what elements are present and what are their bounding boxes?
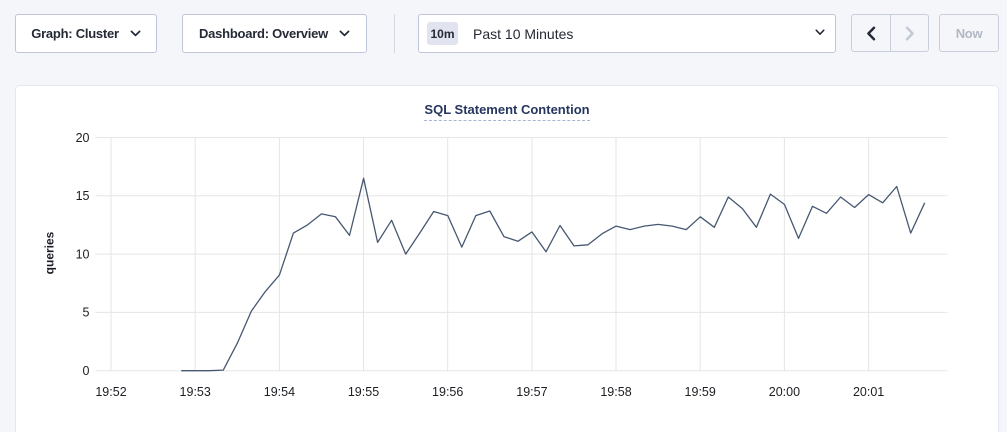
svg-text:19:58: 19:58	[600, 385, 631, 399]
svg-text:19:56: 19:56	[432, 385, 463, 399]
svg-text:20:01: 20:01	[853, 385, 884, 399]
svg-text:19:55: 19:55	[348, 385, 379, 399]
svg-text:19:57: 19:57	[516, 385, 547, 399]
svg-text:20: 20	[76, 131, 90, 145]
svg-text:queries: queries	[43, 231, 57, 274]
svg-text:0: 0	[83, 364, 90, 378]
svg-text:20:00: 20:00	[769, 385, 800, 399]
svg-text:10: 10	[76, 247, 90, 261]
svg-text:19:54: 19:54	[264, 385, 295, 399]
svg-text:15: 15	[76, 189, 90, 203]
svg-text:19:59: 19:59	[685, 385, 716, 399]
svg-text:19:53: 19:53	[180, 385, 211, 399]
svg-text:5: 5	[83, 306, 90, 320]
svg-text:19:52: 19:52	[95, 385, 126, 399]
